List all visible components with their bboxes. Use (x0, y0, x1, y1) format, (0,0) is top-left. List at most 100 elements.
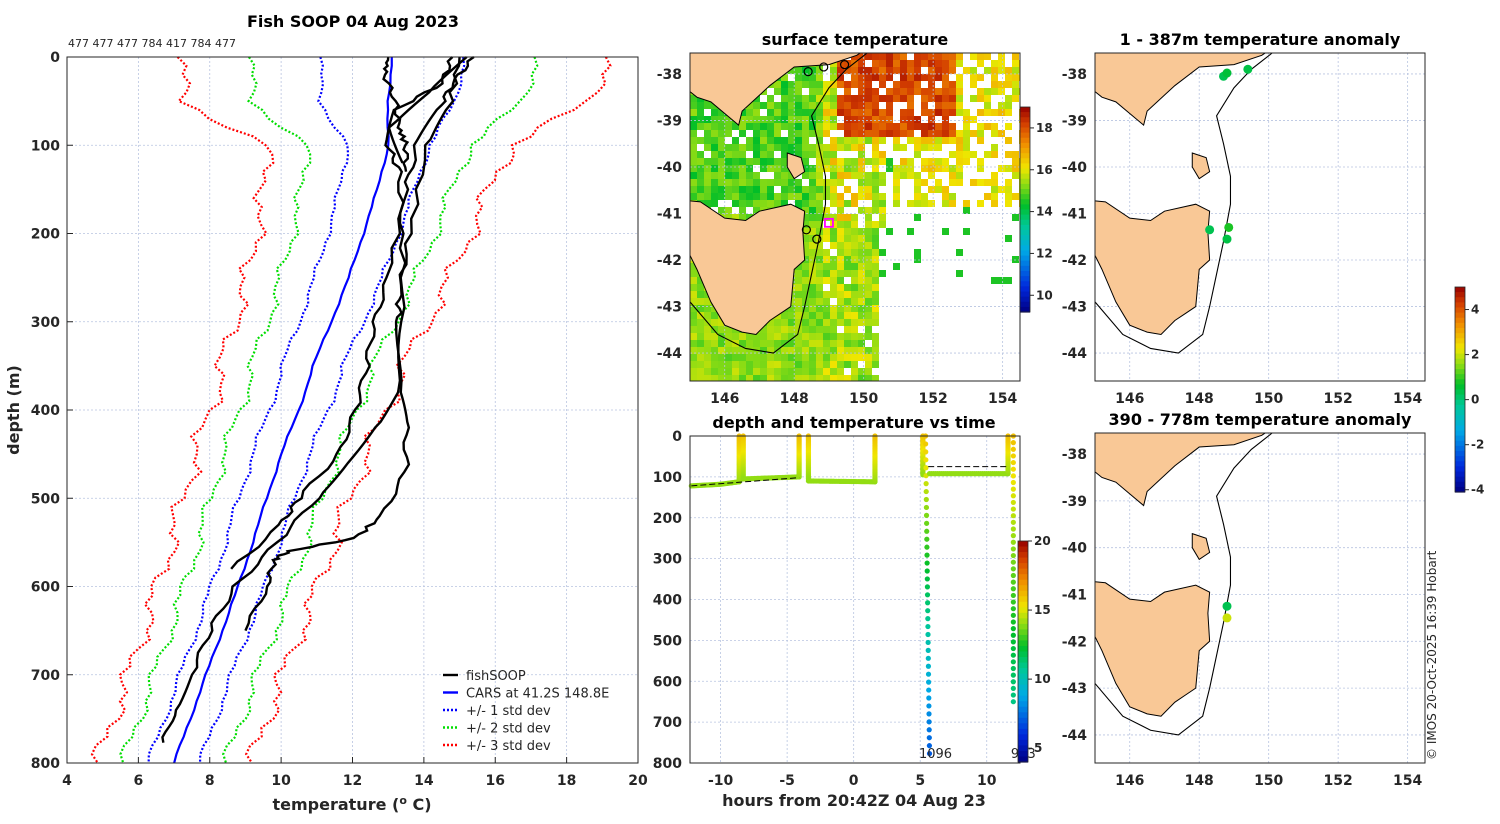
track-point (1010, 519, 1016, 525)
sst-pixel (809, 284, 816, 291)
sst-pixel (935, 109, 942, 116)
fishsoop-profile-line (382, 56, 410, 172)
sst-pixel (872, 221, 879, 228)
sst-pixel (781, 333, 788, 340)
sst-pixel (739, 340, 746, 347)
x-tick-label: 4 (62, 773, 72, 789)
sst-pixel (907, 172, 914, 179)
sst-pixel (816, 319, 823, 326)
sst-pixel (809, 214, 816, 221)
track-point (1010, 526, 1016, 532)
sst-pixel (767, 137, 774, 144)
sst-colorbar: 10 12 14 16 18 (1019, 106, 1053, 313)
sst-pixel (753, 333, 760, 340)
sst-pixel (991, 74, 998, 81)
sst-pixel (781, 123, 788, 130)
sst-pixel (935, 53, 942, 60)
y-tick-label: 200 (31, 227, 60, 243)
sst-pixel (956, 102, 963, 109)
sst-pixel (844, 102, 851, 109)
sst-pixel (851, 256, 858, 263)
sst-pixel (725, 130, 732, 137)
sst-pixel (704, 116, 711, 123)
sst-pixel (697, 375, 704, 381)
colorbar-segment (1455, 420, 1465, 426)
sst-pixel (781, 368, 788, 375)
sst-pixel (816, 109, 823, 116)
y-tick-label: 400 (31, 403, 60, 419)
sst-pixel (991, 193, 998, 200)
sst-pixel (893, 95, 900, 102)
sst-pixel (704, 326, 711, 333)
sst-pixel (704, 312, 711, 319)
sst-pixel (718, 193, 725, 200)
sst-pixel (970, 95, 977, 102)
sst-pixel (711, 340, 718, 347)
sst-pixel (802, 235, 809, 242)
sst-pixel (942, 193, 949, 200)
y-tick-label: 100 (31, 138, 60, 154)
sst-pixel (907, 102, 914, 109)
sst-pixel (886, 130, 893, 137)
sst-pixel (879, 67, 886, 74)
sst-pixel (949, 130, 956, 137)
colorbar-segment (1018, 546, 1028, 553)
sst-pixel (928, 186, 935, 193)
track-point (926, 743, 933, 749)
x-tick-label: 154 (988, 391, 1017, 407)
sst-pixel (858, 242, 865, 249)
sst-pixel (935, 144, 942, 151)
sst-pixel (858, 123, 865, 130)
sst-pixel (809, 88, 816, 95)
sst-pixel (844, 312, 851, 319)
sst-pixel (844, 186, 851, 193)
sst-pixel (732, 151, 739, 158)
sst-pixel (949, 81, 956, 88)
sst-pixel (690, 130, 697, 137)
sst-pixel (942, 109, 949, 116)
colorbar-frame (1454, 286, 1466, 493)
sst-pixel (851, 200, 858, 207)
sst-pixel (837, 375, 844, 381)
sst-pixel (767, 158, 774, 165)
sst-pixel (977, 200, 984, 207)
sst-pixel (802, 200, 809, 207)
sst-pixel (781, 361, 788, 368)
sst-pixel (795, 347, 802, 354)
sst-pixel (774, 123, 781, 130)
sst-pixel (900, 88, 907, 95)
sst-pixel (816, 368, 823, 375)
sst-pixel (858, 172, 865, 179)
sst-pixel (844, 249, 851, 256)
sst-pixel (830, 228, 837, 235)
track-point (1010, 499, 1016, 506)
sst-pixel (781, 95, 788, 102)
sst-pixel (830, 109, 837, 116)
track-point (925, 608, 931, 614)
sst-pixel (802, 102, 809, 109)
sst-pixel (774, 319, 781, 326)
sst-pixel (879, 123, 886, 130)
x-tick-label: 148 (1185, 391, 1214, 407)
sst-pixel (886, 88, 893, 95)
colorbar-tick-label: 2 (1471, 348, 1479, 362)
sst-pixel (921, 123, 928, 130)
sst-pixel (760, 179, 767, 186)
sst-pixel (991, 151, 998, 158)
sst-pixel (809, 179, 816, 186)
sst-pixel (760, 368, 767, 375)
colorbar-segment (1020, 230, 1030, 236)
sst-pixel (809, 81, 816, 88)
sst-pixel (774, 158, 781, 165)
sst-pixel (774, 354, 781, 361)
sst-pixel (844, 354, 851, 361)
sst-pixel (690, 186, 697, 193)
sst-pixel (718, 375, 725, 381)
sst-pixel (928, 116, 935, 123)
sst-pixel (802, 74, 809, 81)
sst-pixel (788, 368, 795, 375)
sst-pixel (809, 130, 816, 137)
sst-pixel (802, 270, 809, 277)
x-tick-label: 18 (557, 773, 576, 789)
track-point (925, 647, 931, 653)
